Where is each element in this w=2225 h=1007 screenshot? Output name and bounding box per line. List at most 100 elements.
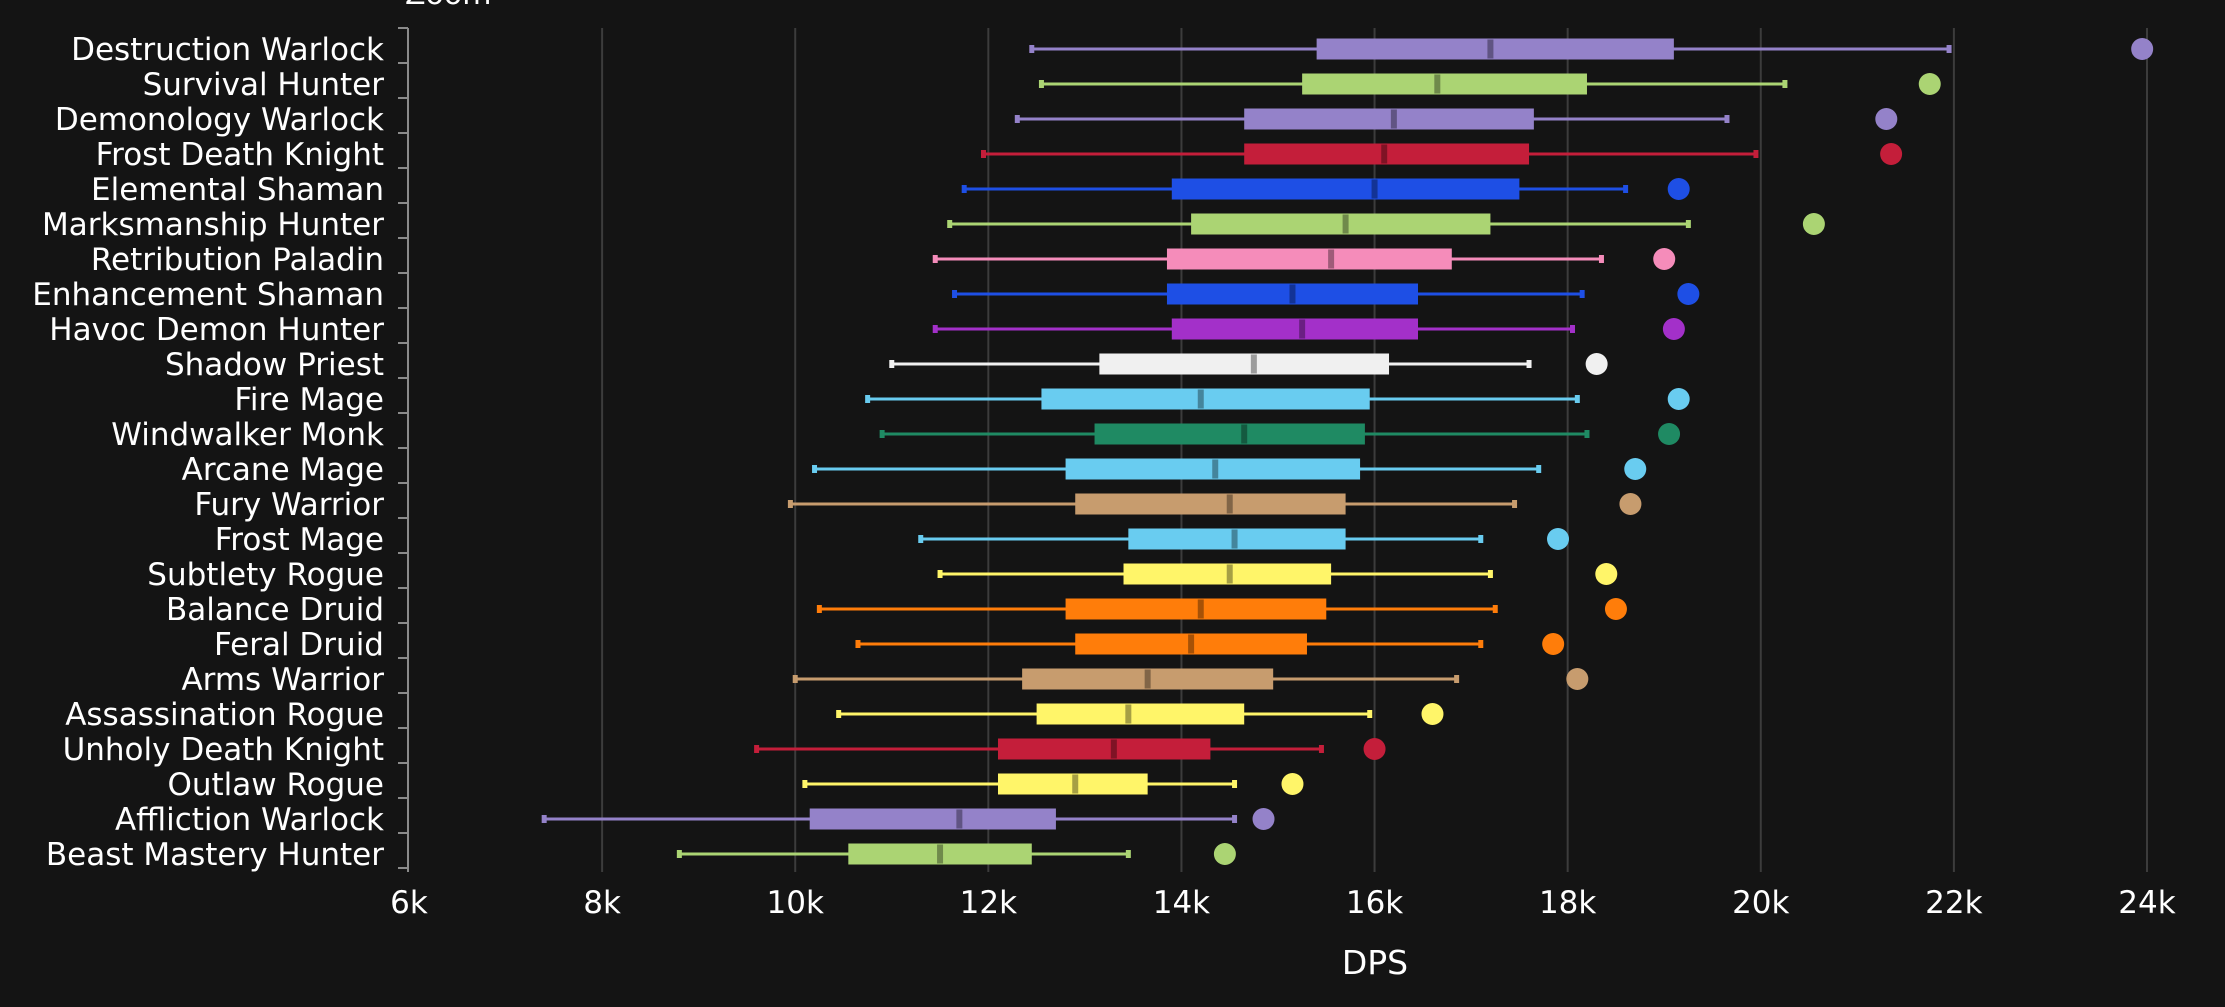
whisker-cap-min [816,605,822,613]
category-label: Shadow Priest [165,347,384,383]
max-point [1619,493,1642,515]
box-series [952,283,1700,305]
iqr-box [1244,143,1530,165]
iqr-box [1171,178,1520,200]
category-label: Marksmanship Hunter [42,207,384,243]
whisker-cap-max [1125,850,1131,858]
whisker-cap-max [1584,430,1590,438]
median-marker [1241,424,1248,444]
iqr-box [1036,703,1245,725]
category-label: Frost Mage [215,522,384,558]
whisker-cap-max [1579,290,1585,298]
whisker-cap-min [932,255,938,263]
box-series [541,808,1275,830]
box-series [1014,108,1898,130]
box-series [1038,73,1941,95]
box-series [787,493,1642,515]
median-marker [1299,319,1306,339]
whisker-cap-min [1029,45,1035,53]
box-series [961,178,1690,200]
median-marker [1226,564,1233,584]
whisker-cap-min [932,325,938,333]
iqr-box [1244,108,1534,130]
whisker-cap-min [865,395,871,403]
median-marker [1197,599,1204,619]
category-label: Fury Warrior [194,487,384,523]
median-marker [1188,634,1195,654]
whisker-cap-min [947,220,953,228]
box-series [981,143,1903,165]
whisker-cap-max [1569,325,1575,333]
median-marker [1212,459,1219,479]
iqr-box [1099,353,1390,375]
x-tick-label: 16k [1346,885,1403,921]
whisker-cap-max [1454,675,1460,683]
iqr-box [848,843,1032,865]
x-tick-label: 22k [1925,885,1982,921]
box-series [816,598,1627,620]
box-series [918,528,1570,550]
median-marker [1434,74,1441,94]
whisker-cap-max [1724,115,1730,123]
category-label: Assassination Rogue [65,697,384,733]
grid-layer [601,28,2148,872]
box-series [937,563,1618,585]
max-point [1918,73,1941,95]
iqr-box [1316,38,1674,60]
box-series [812,458,1647,480]
max-point [1585,353,1608,375]
box-series [932,248,1676,270]
whisker-cap-max [1946,45,1952,53]
box-series [836,703,1444,725]
iqr-box [1075,493,1346,515]
box-series [802,773,1304,795]
whisker-cap-max [1685,220,1691,228]
max-point [1252,808,1275,830]
median-marker [1231,529,1238,549]
whisker-cap-max [1367,710,1373,718]
max-point [1281,773,1304,795]
max-point [1213,843,1236,865]
whisker-cap-min [879,430,885,438]
max-point [1542,633,1565,655]
whisker-cap-min [1038,80,1044,88]
box-series [855,633,1565,655]
x-tick-label: 10k [767,885,824,921]
max-point [1624,458,1647,480]
category-label: Fire Mage [234,382,384,418]
max-point [1363,738,1386,760]
iqr-box [1022,668,1274,690]
median-marker [1487,39,1494,59]
iqr-box [1123,563,1332,585]
whisker-cap-min [981,150,987,158]
iqr-box [1302,73,1587,95]
median-marker [1226,494,1233,514]
x-tick-label: 6k [390,885,428,921]
x-tick-label: 8k [583,885,621,921]
whisker-cap-min [889,360,895,368]
category-label: Enhancement Shaman [32,277,384,313]
iqr-box [1041,388,1370,410]
median-marker [1390,109,1397,129]
median-marker [1328,249,1335,269]
category-label: Arms Warrior [181,662,384,698]
max-point [2131,38,2154,60]
max-point [1875,108,1898,130]
whisker-cap-max [1574,395,1580,403]
whisker-cap-max [1318,745,1324,753]
whisker-cap-min [952,290,958,298]
whisker-cap-min [1014,115,1020,123]
category-label: Elemental Shaman [91,172,384,208]
max-point [1662,318,1685,340]
category-label: Outlaw Rogue [167,767,384,803]
max-point [1421,703,1444,725]
iqr-box [1094,423,1365,445]
x-axis-title: DPS [1342,943,1408,982]
whisker-cap-min [541,815,547,823]
whisker-cap-max [1478,640,1484,648]
box-series [889,353,1608,375]
iqr-box [997,773,1148,795]
max-point [1658,423,1681,445]
category-label: Demonology Warlock [55,102,384,138]
median-marker [1342,214,1349,234]
